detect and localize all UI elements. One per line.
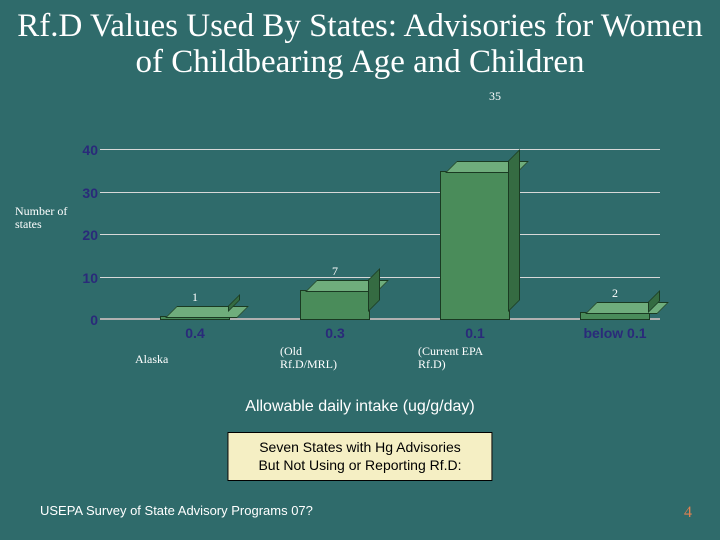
- source-text: USEPA Survey of State Advisory Programs …: [40, 503, 313, 518]
- y-tick: 10: [70, 270, 98, 286]
- gridline: [100, 234, 660, 235]
- x-tick: 0.3: [290, 325, 380, 341]
- x-tick: 0.4: [150, 325, 240, 341]
- bar: 35: [440, 171, 510, 320]
- label-text: Rf.D): [418, 357, 446, 371]
- gridline: [100, 192, 660, 193]
- x-annot-current-epa: (Current EPA Rf.D): [418, 345, 483, 371]
- x-tick: below 0.1: [570, 325, 660, 341]
- y-axis: 0 10 20 30 40: [70, 150, 98, 320]
- x-axis-title: Allowable daily intake (ug/g/day): [245, 398, 474, 416]
- y-tick: 40: [70, 142, 98, 158]
- y-tick: 20: [70, 227, 98, 243]
- label-text: (Old: [280, 344, 302, 358]
- page-number: 4: [684, 504, 692, 522]
- slide-title: Rf.D Values Used By States: Advisories f…: [0, 0, 720, 81]
- slide-root: Rf.D Values Used By States: Advisories f…: [0, 0, 720, 540]
- y-tick: 30: [70, 185, 98, 201]
- bar: 1: [160, 316, 230, 320]
- callout-line: But Not Using or Reporting Rf.D:: [258, 457, 461, 473]
- label-text: Rf.D/MRL): [280, 357, 337, 371]
- callout-line: Seven States with Hg Advisories: [259, 439, 461, 455]
- x-annot-old-rfd: (Old Rf.D/MRL): [280, 345, 337, 371]
- callout-box: Seven States with Hg Advisories But Not …: [227, 432, 492, 481]
- chart-plot-area: 1 7 35 2: [100, 150, 660, 320]
- x-tick: 0.1: [430, 325, 520, 341]
- bar: 7: [300, 290, 370, 320]
- gridline: [100, 277, 660, 278]
- x-annot-alaska: Alaska: [135, 353, 168, 366]
- y-axis-label: Number of states: [15, 205, 70, 231]
- y-tick: 0: [70, 312, 98, 328]
- bar: 2: [580, 312, 650, 321]
- gridline: [100, 149, 660, 150]
- label-text: (Current EPA: [418, 344, 483, 358]
